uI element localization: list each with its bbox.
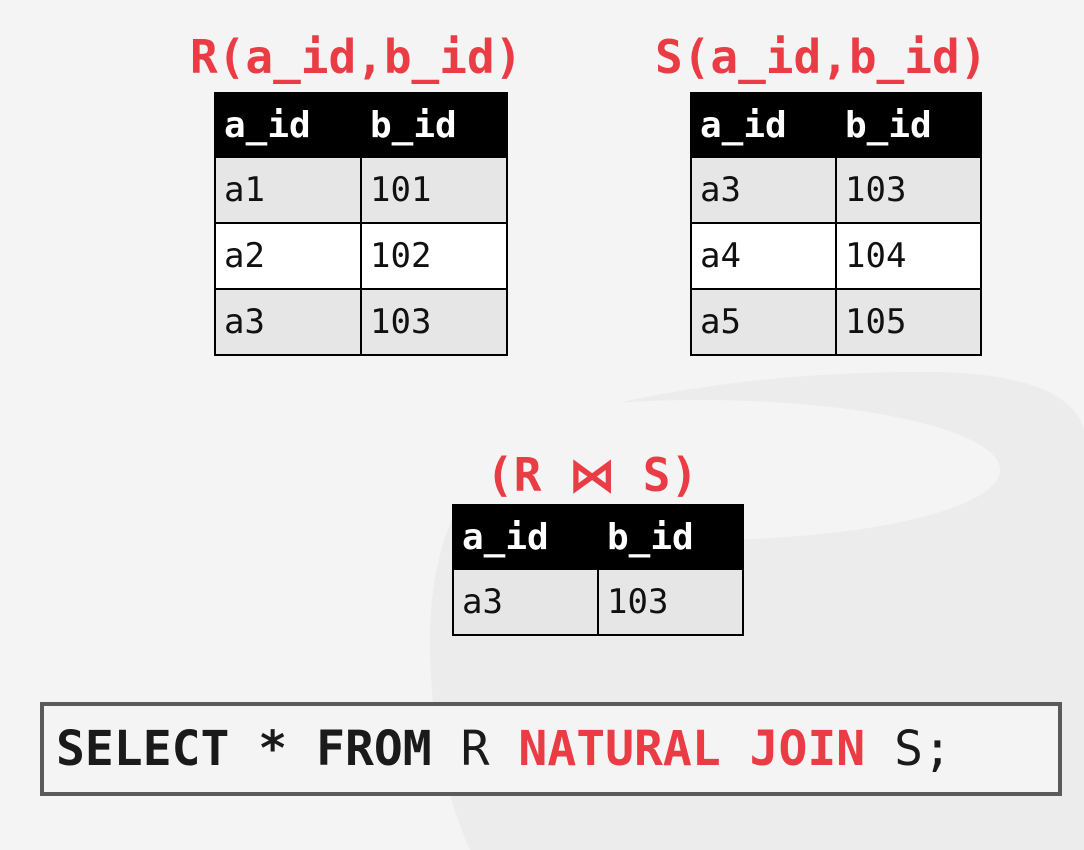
table-cell: 103 [360,288,508,356]
relation-r-title: R(a_id,b_id) [190,30,523,84]
table-row: a3 103 [214,288,508,356]
table-cell: a3 [690,156,837,224]
column-header: b_id [360,92,508,158]
sql-keyword-select: SELECT [56,721,230,777]
table-row: a2 102 [214,222,508,290]
column-header: a_id [214,92,362,158]
table-row: a5 105 [690,288,982,356]
table-cell: a4 [690,222,837,290]
sql-star: * [258,721,288,777]
table-cell: 101 [360,156,508,224]
table-row: a3 103 [452,568,744,636]
table-cell: a3 [452,568,599,636]
table-cell: 102 [360,222,508,290]
table-cell: 104 [835,222,982,290]
table-cell: a1 [214,156,362,224]
sql-query-box: SELECT * FROM R NATURAL JOIN S; [40,702,1062,796]
table-row: a1 101 [214,156,508,224]
table-cell: a3 [214,288,362,356]
table-header-row: a_id b_id [214,92,508,158]
table-row: a4 104 [690,222,982,290]
relation-r-table: a_id b_id a1 101 a2 102 a3 103 [214,92,508,356]
relation-s-title: S(a_id,b_id) [655,30,988,84]
column-header: b_id [835,92,982,158]
column-header: a_id [452,504,599,570]
table-cell: 103 [835,156,982,224]
table-cell: a2 [214,222,362,290]
table-row: a3 103 [690,156,982,224]
relation-s-table: a_id b_id a3 103 a4 104 a5 105 [690,92,982,356]
table-cell: 105 [835,288,982,356]
table-header-row: a_id b_id [452,504,744,570]
sql-keyword-natural-join: NATURAL JOIN [518,721,866,777]
join-result-table: a_id b_id a3 103 [452,504,744,636]
sql-left-table: R [460,721,490,777]
table-cell: a5 [690,288,837,356]
column-header: a_id [690,92,837,158]
table-cell: 103 [597,568,744,636]
table-header-row: a_id b_id [690,92,982,158]
join-result-title: (R ⋈ S) [486,448,699,502]
column-header: b_id [597,504,744,570]
sql-right-table: S; [894,721,952,777]
sql-keyword-from: FROM [316,721,432,777]
